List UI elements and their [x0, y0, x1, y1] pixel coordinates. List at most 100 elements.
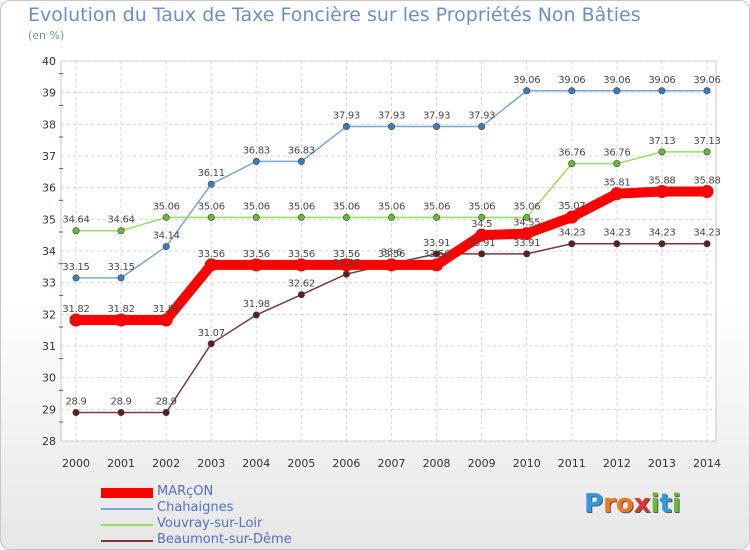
data-label: 35.06: [198, 201, 225, 212]
y-tick-label: 29: [42, 403, 56, 416]
data-label: 34.23: [648, 228, 675, 239]
proxiti-logo: Proxiti: [584, 489, 681, 519]
data-point: [385, 258, 398, 272]
data-point: [565, 210, 579, 224]
data-label: 33.91: [513, 238, 540, 249]
data-label: 34.64: [108, 215, 135, 226]
x-tick-label: 2008: [423, 457, 451, 470]
y-tick-label: 33: [42, 277, 56, 290]
data-label: 39.06: [603, 75, 630, 86]
data-point: [568, 240, 576, 248]
data-point: [297, 157, 305, 165]
legend-label: Chahaignes: [157, 500, 234, 515]
data-point: [297, 213, 305, 221]
data-label: 35.06: [468, 201, 495, 212]
x-tick-label: 2013: [648, 457, 676, 470]
data-label: 33.56: [333, 249, 360, 260]
data-point: [475, 228, 489, 242]
x-tick-label: 2007: [378, 457, 406, 470]
logo-letter: x: [633, 489, 651, 519]
data-label: 39.06: [513, 75, 540, 86]
data-label: 33.27: [333, 258, 360, 269]
data-point: [387, 123, 395, 131]
y-tick-label: 30: [42, 372, 56, 385]
data-point: [159, 313, 173, 327]
data-label: 35.88: [648, 175, 675, 186]
data-labels: 31.82 31.82 31.82 33.56 33.56 33.56 33.56 33.56…: [62, 75, 720, 408]
x-tick-label: 2006: [332, 457, 360, 470]
logo-letter: P: [584, 489, 604, 519]
data-point: [613, 240, 621, 248]
data-point: [252, 157, 260, 165]
legend-label: MARçON: [157, 484, 214, 499]
legend-swatch: [101, 488, 153, 498]
data-point: [568, 160, 576, 168]
series: [69, 87, 714, 416]
y-tick-label: 32: [42, 308, 56, 321]
y-tick-label: 34: [42, 245, 56, 258]
data-label: 31.82: [108, 304, 135, 315]
data-label: 31.82: [153, 304, 180, 315]
data-label: 33.56: [288, 249, 315, 260]
data-label: 37.13: [693, 136, 720, 147]
data-point: [72, 227, 80, 235]
y-tick-label: 40: [42, 55, 56, 68]
x-tick-label: 2011: [558, 457, 586, 470]
data-point: [207, 180, 215, 188]
data-label: 35.07: [558, 201, 585, 212]
data-point: [658, 87, 666, 95]
data-label: 34.14: [153, 231, 180, 242]
chart-title: Evolution du Taux de Taxe Foncière sur l…: [28, 4, 641, 26]
x-tick-label: 2005: [287, 457, 315, 470]
x-tick-label: 2000: [62, 457, 90, 470]
data-label: 36.11: [198, 168, 225, 179]
x-tick-label: 2014: [693, 457, 721, 470]
legend-swatch: [101, 540, 153, 542]
data-label: 37.93: [423, 111, 450, 122]
data-point: [703, 87, 711, 95]
data-point: [297, 291, 305, 299]
data-point: [294, 258, 308, 272]
y-tick-label: 38: [42, 118, 56, 131]
logo-letter: i: [650, 489, 660, 519]
data-label: 34.64: [62, 215, 89, 226]
data-label: 33.15: [62, 262, 89, 273]
data-point: [117, 408, 125, 416]
y-tick-label: 36: [42, 182, 56, 195]
data-label: 35.06: [243, 201, 270, 212]
data-point: [207, 213, 215, 221]
data-point: [249, 258, 263, 272]
data-point: [162, 243, 170, 251]
data-label: 37.93: [378, 111, 405, 122]
data-label: 28.9: [65, 397, 86, 408]
data-point: [655, 184, 669, 198]
data-point: [72, 274, 80, 282]
data-point: [703, 240, 711, 248]
data-point: [387, 213, 395, 221]
data-label: 33.91: [468, 238, 495, 249]
data-point: [339, 258, 353, 272]
legend-swatch: [101, 524, 153, 526]
data-label: 33.56: [378, 249, 405, 260]
data-label: 35.88: [693, 175, 720, 186]
data-point: [117, 274, 125, 282]
y-tick-label: 35: [42, 213, 56, 226]
data-label: 39.06: [693, 75, 720, 86]
data-point: [703, 148, 711, 156]
data-point: [433, 123, 441, 131]
data-point: [207, 340, 215, 348]
x-tick-label: 2010: [513, 457, 541, 470]
logo-letter: i: [671, 489, 681, 519]
data-label: 33.91: [423, 238, 450, 249]
data-point: [568, 87, 576, 95]
data-point: [478, 213, 486, 221]
data-point: [523, 250, 531, 258]
data-point: [162, 408, 170, 416]
y-tick-label: 39: [42, 87, 56, 100]
data-label: 35.06: [333, 201, 360, 212]
data-point: [613, 87, 621, 95]
data-point: [162, 213, 170, 221]
logo-letter: t: [659, 489, 672, 519]
